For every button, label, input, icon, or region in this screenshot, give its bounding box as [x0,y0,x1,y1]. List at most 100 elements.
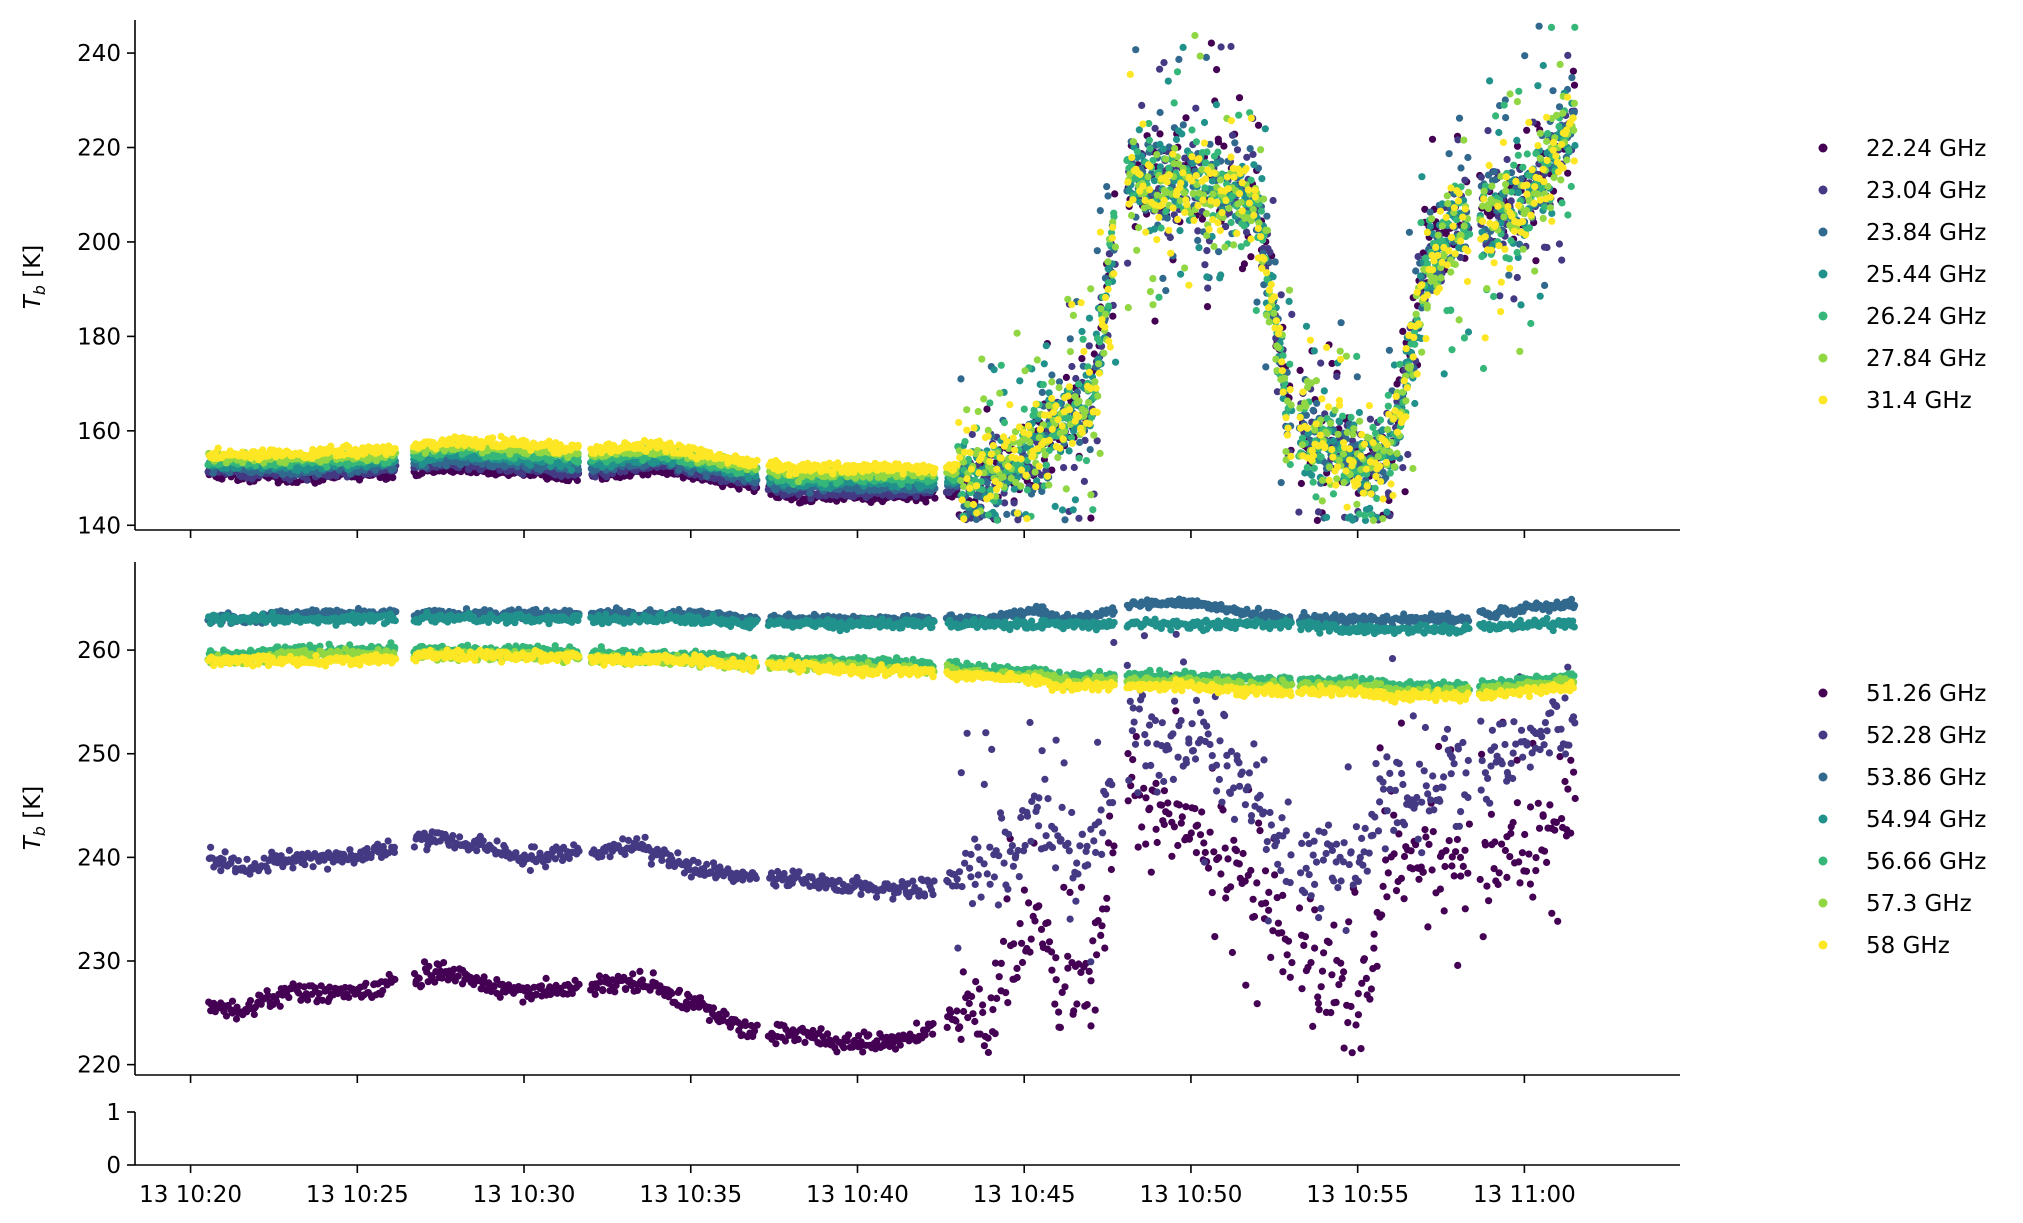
data-point [1227,218,1235,227]
data-point [1145,136,1153,144]
data-point [1093,247,1101,255]
data-point [1162,287,1170,295]
data-point [1523,150,1531,158]
data-point [1416,272,1425,280]
data-point [1494,212,1502,220]
data-point [1285,297,1293,305]
data-point [1041,451,1049,459]
data-point [983,479,991,487]
data-point [1570,81,1579,89]
data-point [332,472,340,480]
data-point [1353,373,1361,381]
data-point [1090,350,1098,358]
data-point [1519,163,1527,171]
data-point [1565,146,1573,154]
data-point [1514,189,1523,197]
data-point [1384,402,1392,410]
data-point [1250,161,1258,169]
data-point [1414,253,1422,261]
data-point [1513,273,1521,282]
data-point [1513,248,1521,257]
data-point [1555,122,1563,131]
data-point [1309,478,1317,486]
data-point [1156,65,1164,73]
data-point [1010,499,1018,507]
data-point [1208,177,1216,185]
data-point [1242,228,1251,236]
data-point [1181,154,1189,162]
data-point [1507,197,1515,205]
data-point [1087,514,1095,522]
data-point [1385,346,1393,354]
data-point [1155,293,1163,301]
data-point [1198,215,1206,223]
data-point [1442,230,1450,238]
data-point [1170,99,1178,107]
data-point [1096,207,1104,215]
data-point [999,473,1007,481]
data-point [1323,513,1331,521]
data-point [912,493,920,501]
data-point [1411,340,1419,348]
data-point [1075,514,1083,522]
data-point [1386,469,1394,477]
data-point [1513,136,1521,144]
data-point [1069,506,1077,514]
data-point [1202,53,1210,62]
data-point [1567,182,1575,191]
data-point [1231,139,1239,147]
data-point [1021,367,1029,375]
data-point [961,438,969,446]
data-point [1492,112,1500,120]
data-point [1421,205,1429,213]
data-point [1045,481,1053,489]
data-point [1156,108,1164,117]
data-point [1000,419,1009,427]
data-point [1033,356,1041,364]
data-point [1089,506,1097,514]
data-point [1440,370,1448,378]
data-point [1246,145,1254,153]
data-point [996,389,1004,397]
data-point [1037,471,1045,479]
data-point [1514,151,1522,159]
data-point [1521,52,1529,60]
data-point [1176,227,1184,235]
data-point [1313,516,1321,525]
data-point [1269,196,1277,205]
data-point [1568,74,1576,82]
data-point [1515,87,1523,95]
data-point [1525,224,1533,232]
data-point [389,474,397,482]
data-point [1505,255,1513,263]
data-point [1194,227,1202,235]
data-point [1490,292,1498,301]
data-point [1109,312,1117,320]
data-point [303,476,311,484]
data-point [1204,284,1212,292]
data-point [1078,327,1086,336]
data-point [922,498,930,506]
data-point [1510,295,1518,303]
data-point [1164,77,1172,85]
data-point [1564,211,1572,219]
data-point [1179,43,1187,52]
data-point [1496,292,1504,300]
data-point [1286,360,1294,368]
data-point [1399,464,1407,472]
data-point [1534,82,1542,90]
data-point [1310,464,1318,472]
data-point [1172,135,1181,144]
data-point [1296,366,1304,374]
data-point [997,361,1005,369]
data-point [1150,225,1158,233]
data-point [960,482,968,491]
data-point [1355,408,1363,417]
data-point [1017,482,1025,490]
data-point [1042,461,1050,469]
data-point [1016,377,1024,385]
data-point [1490,168,1498,176]
data-point [968,430,976,438]
data-point [1203,303,1212,311]
